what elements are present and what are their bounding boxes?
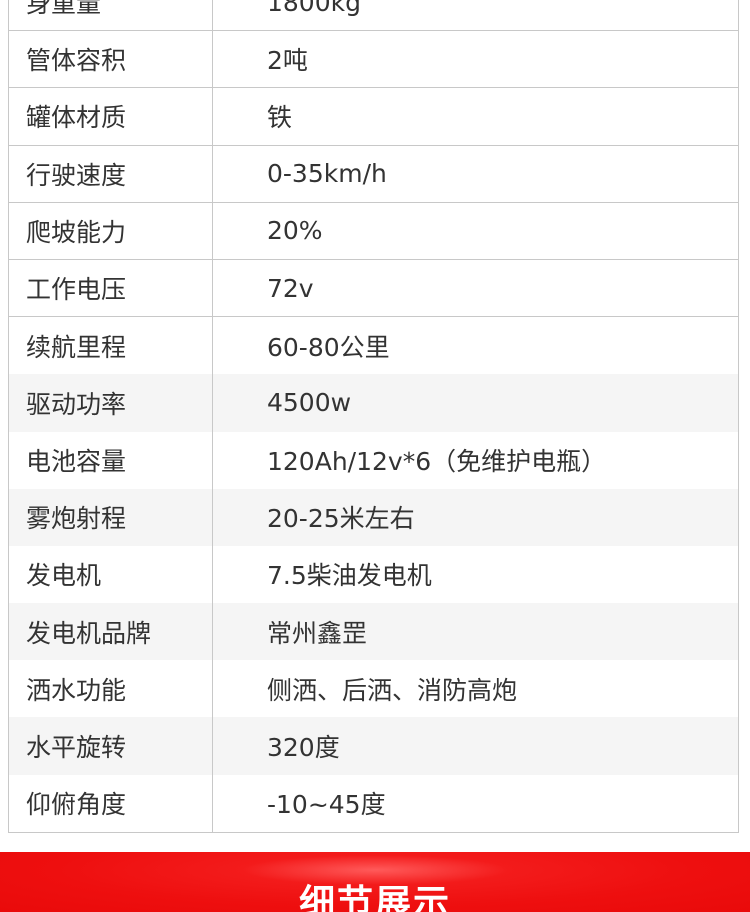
spec-row: 发电机品牌 常州鑫罡 xyxy=(9,603,738,661)
spec-row: 管体容积 2吨 xyxy=(9,31,738,89)
spec-label: 爬坡能力 xyxy=(9,202,213,259)
spec-row: 水平旋转 320度 xyxy=(9,717,738,775)
spec-label: 仰俯角度 xyxy=(9,774,213,832)
spec-value: 320度 xyxy=(267,733,340,763)
spec-label: 行驶速度 xyxy=(9,145,213,202)
section-banner: 细节展示 xyxy=(0,852,750,912)
spec-value: 常州鑫罡 xyxy=(267,618,368,648)
spec-value: 0-35km/h xyxy=(267,159,387,189)
spec-label: 续航里程 xyxy=(9,317,213,375)
spec-label: 洒水功能 xyxy=(9,660,213,718)
spec-row: 仰俯角度 -10~45度 xyxy=(9,774,738,832)
spec-label: 发电机品牌 xyxy=(9,603,213,661)
spec-value: -10~45度 xyxy=(267,790,386,820)
spec-label: 身重量 xyxy=(9,0,213,31)
spec-label: 发电机 xyxy=(9,545,213,604)
spec-row: 罐体材质 铁 xyxy=(9,88,738,146)
spec-row: 工作电压 72v xyxy=(9,259,738,318)
spec-value: 120Ah/12v*6（免维护电瓶） xyxy=(267,447,607,477)
spec-value: 2吨 xyxy=(267,46,308,76)
spec-label: 水平旋转 xyxy=(9,717,213,775)
spec-row: 续航里程 60-80公里 xyxy=(9,317,738,375)
spec-row: 雾炮射程 20-25米左右 xyxy=(9,488,738,546)
spec-value: 20-25米左右 xyxy=(267,504,415,534)
spec-value: 7.5柴油发电机 xyxy=(267,561,432,591)
spec-value: 铁 xyxy=(267,103,293,133)
spec-table: 身重量 1800kg 管体容积 2吨罐体材质 铁行驶速度 0-35km/h 爬坡能力 20% 工… xyxy=(8,0,739,833)
spec-value: 4500w xyxy=(267,388,352,418)
spec-row: 洒水功能 侧洒、后洒、消防高炮 xyxy=(9,660,738,718)
spec-label: 工作电压 xyxy=(9,259,213,317)
spec-label: 罐体材质 xyxy=(9,88,213,145)
spec-value: 60-80公里 xyxy=(267,332,390,362)
spec-row: 爬坡能力 20% xyxy=(9,202,738,260)
spec-value: 侧洒、后洒、消防高炮 xyxy=(267,675,518,705)
spec-row: 驱动功率 4500w xyxy=(9,374,738,432)
spec-value: 20% xyxy=(267,216,323,246)
spec-row: 行驶速度 0-35km/h xyxy=(9,145,738,203)
spec-row: 电池容量 120Ah/12v*6（免维护电瓶） xyxy=(9,431,738,489)
spec-value: 1800kg xyxy=(267,0,361,17)
spec-row: 发电机 7.5柴油发电机 xyxy=(9,545,738,604)
spec-row: 身重量 1800kg xyxy=(9,0,738,32)
spec-label: 管体容积 xyxy=(9,31,213,88)
spec-label: 驱动功率 xyxy=(9,374,213,432)
spec-label: 电池容量 xyxy=(9,431,213,489)
spec-label: 雾炮射程 xyxy=(9,488,213,546)
banner-title: 细节展示 xyxy=(298,883,451,912)
spec-value: 72v xyxy=(267,273,314,303)
